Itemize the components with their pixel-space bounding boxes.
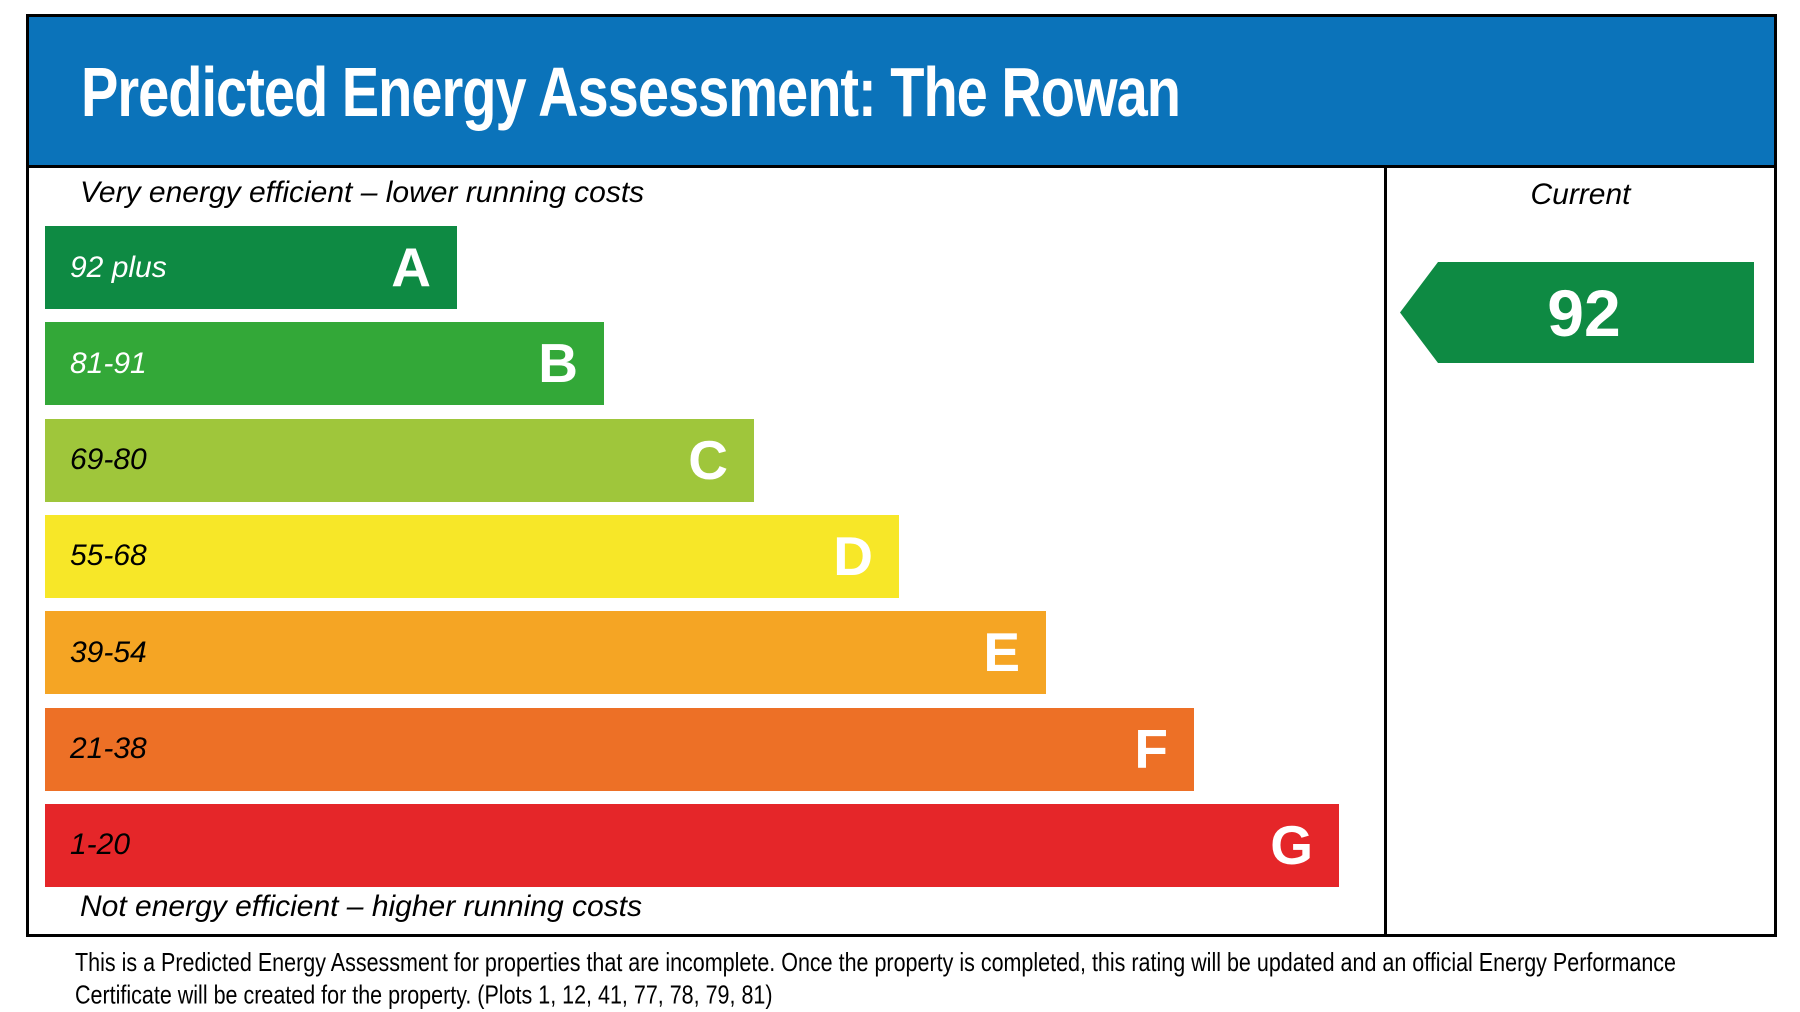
band-letter: D: [833, 524, 873, 587]
current-column-heading: Current: [1530, 178, 1631, 211]
footer-note: This is a Predicted Energy Assessment fo…: [75, 947, 1676, 1012]
top-caption: Very energy efficient – lower running co…: [80, 176, 645, 209]
footer-note-line1: This is a Predicted Energy Assessment fo…: [75, 948, 1676, 977]
band-range-label: 21-38: [70, 732, 147, 765]
band-row-f: 21-38 F: [45, 707, 1194, 791]
band-row-c: 69-80 C: [45, 418, 754, 502]
band-letter: C: [688, 428, 728, 491]
band-range-label: 81-91: [70, 346, 147, 380]
band-letter: G: [1270, 813, 1313, 876]
epc-certificate: Predicted Energy Assessment: The Rowan V…: [26, 14, 1777, 937]
current-rating-value: 92: [1547, 275, 1621, 350]
bottom-caption: Not energy efficient – higher running co…: [80, 890, 642, 923]
band-row-a: 92 plus A: [45, 226, 457, 309]
band-row-e: 39-54 E: [45, 611, 1046, 695]
band-row-g: 1-20 G: [45, 803, 1339, 887]
band-range-label: 39-54: [70, 635, 147, 669]
band-letter: A: [391, 236, 431, 298]
band-row-d: 55-68 D: [45, 514, 899, 598]
band-letter: F: [1134, 717, 1168, 780]
band-range-label: 1-20: [70, 828, 131, 862]
band-row-b: 81-91 B: [45, 322, 604, 406]
band-range-label: 55-68: [70, 539, 147, 573]
header: Predicted Energy Assessment: The Rowan: [29, 17, 1774, 168]
band-letter: B: [538, 332, 578, 395]
current-column: Current 92: [1384, 168, 1774, 934]
band-letter: E: [983, 621, 1020, 684]
page-title: Predicted Energy Assessment: The Rowan: [81, 51, 1181, 131]
band-range-label: 92 plus: [70, 250, 167, 284]
rating-chart: Very energy efficient – lower running co…: [29, 168, 1774, 934]
footer-note-line2: Certificate will be created for the prop…: [75, 980, 773, 1010]
current-rating-arrow: 92: [1400, 262, 1754, 363]
band-range-label: 69-80: [70, 443, 147, 477]
